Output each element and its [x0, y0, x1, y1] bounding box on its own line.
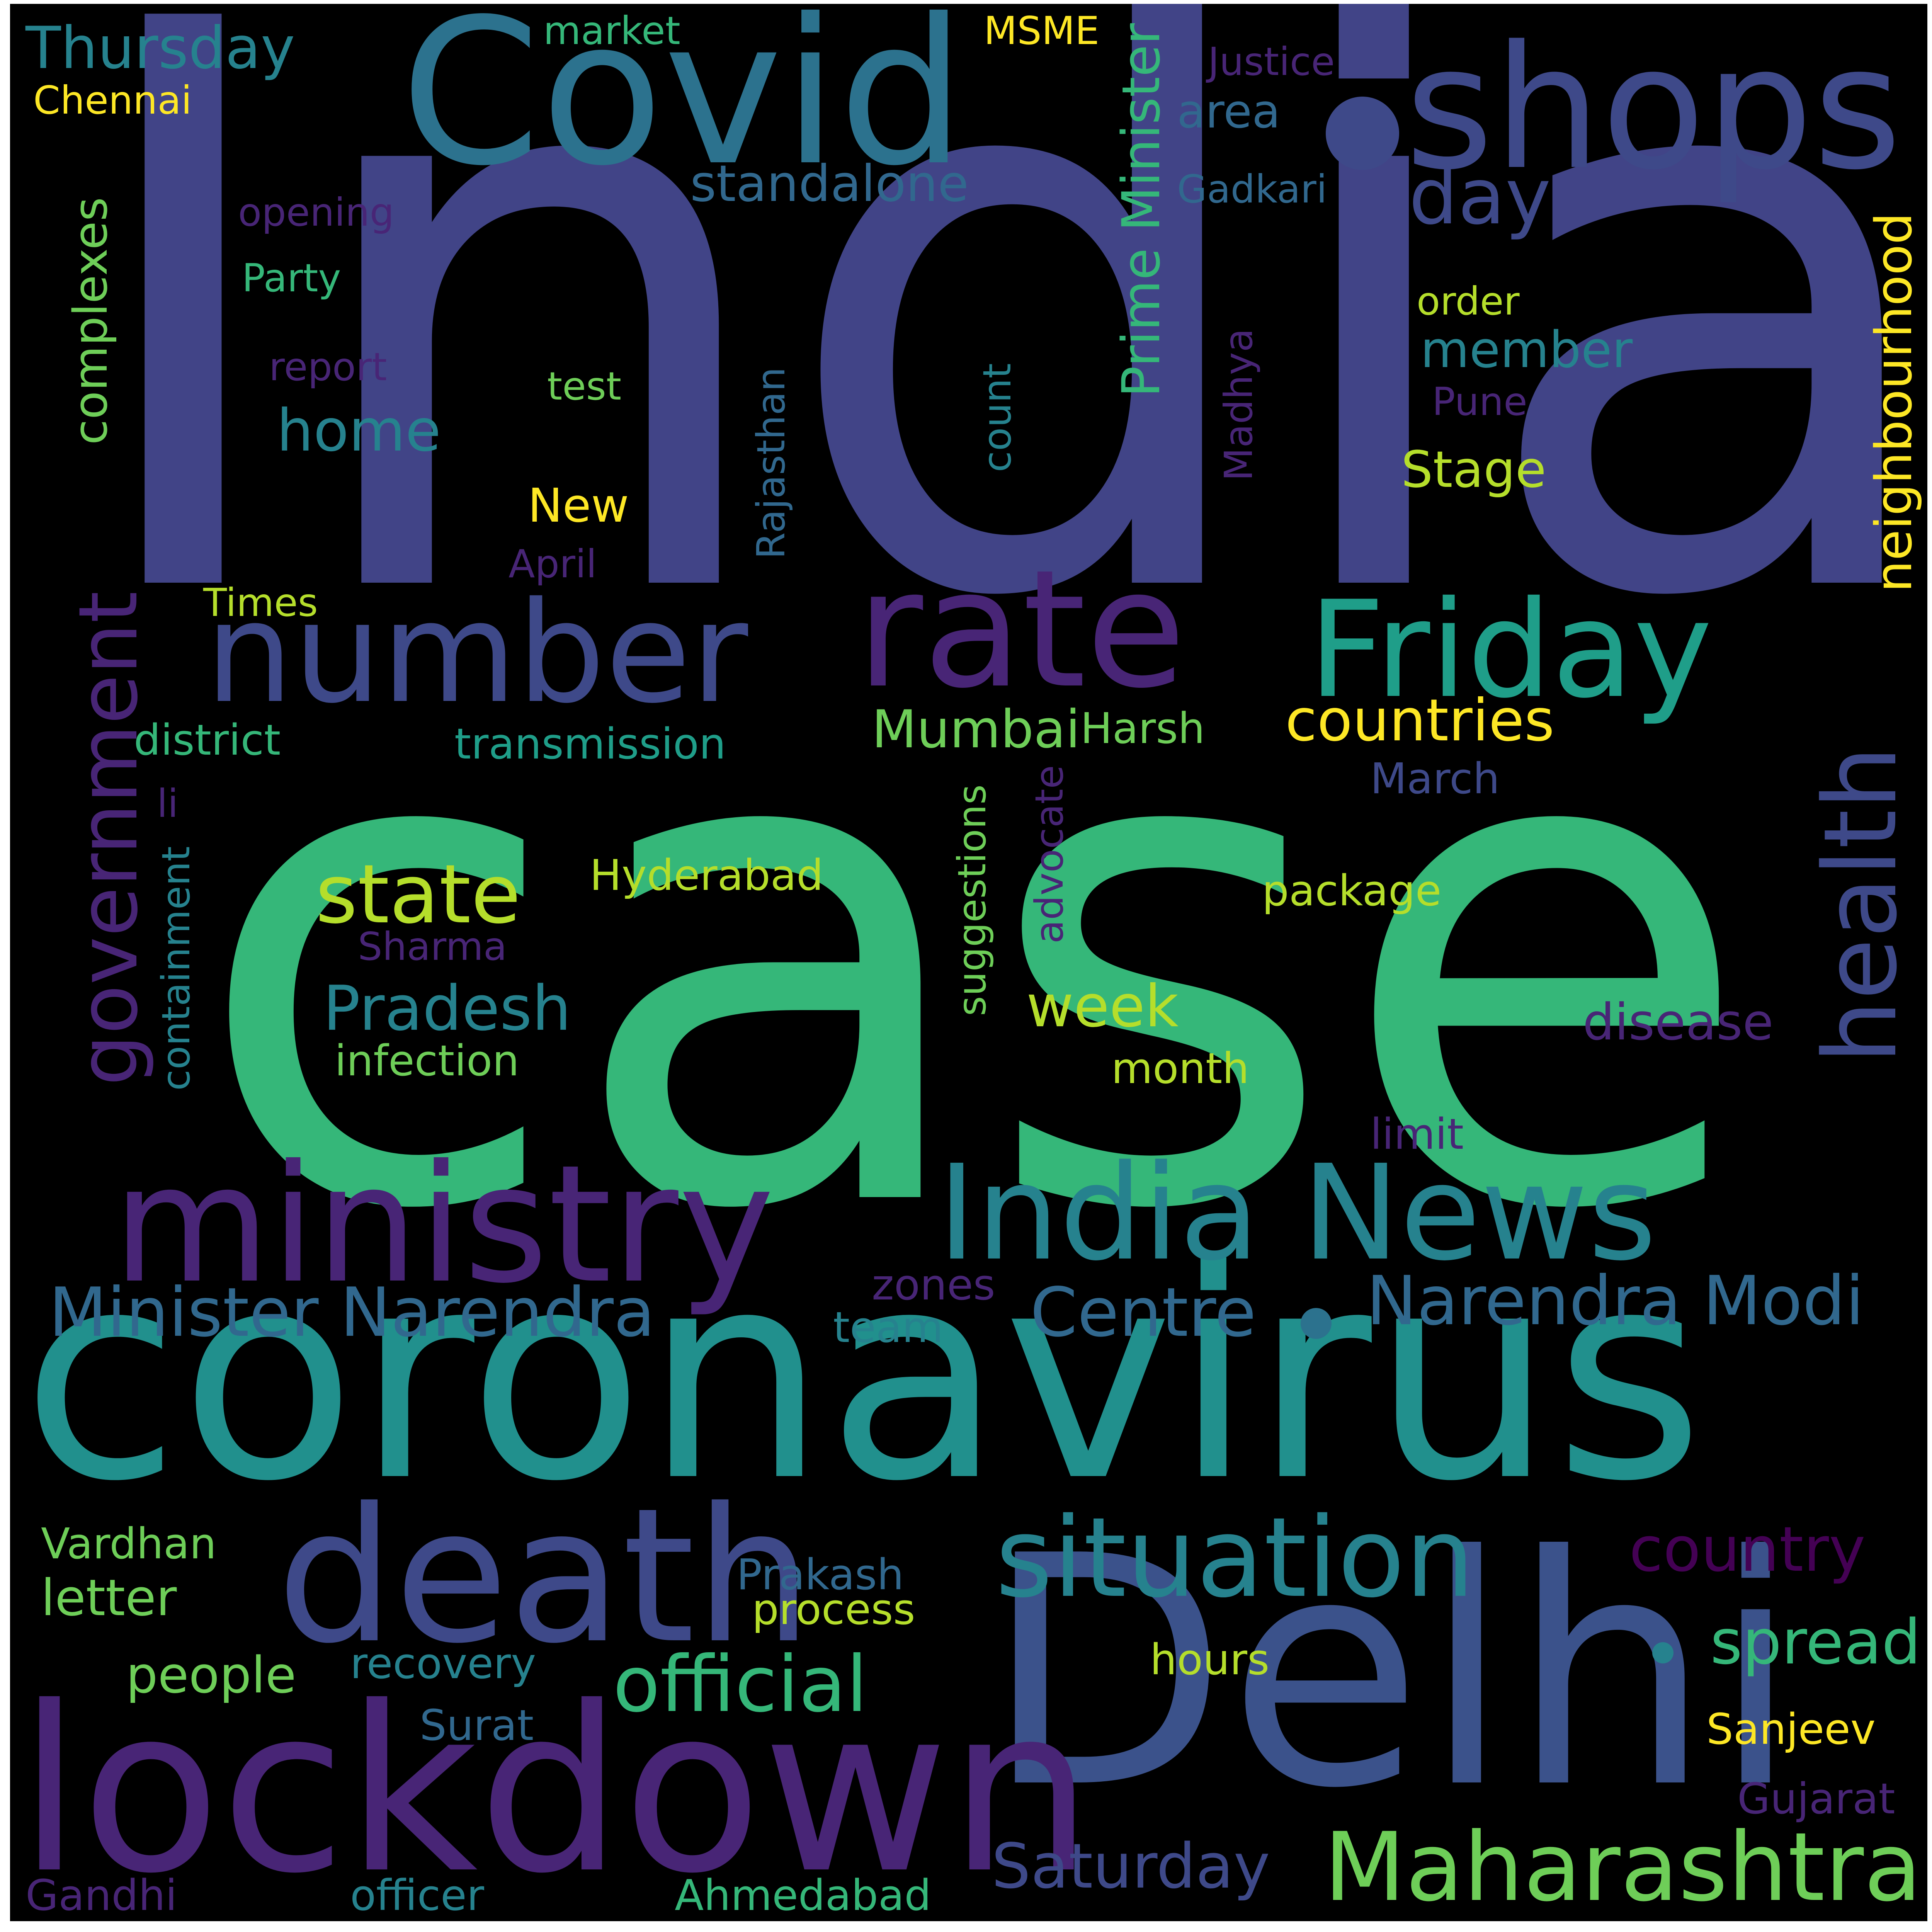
- word-ministry: ministry: [112, 1130, 775, 1319]
- word-centre: Centre: [1030, 1274, 1257, 1352]
- word-surat: Surat: [420, 1701, 534, 1750]
- word-containment: containment: [153, 846, 199, 1091]
- word-gujarat: Gujarat: [1737, 1774, 1895, 1823]
- word-number: number: [205, 572, 748, 734]
- word-ahmedabad: Ahmedabad: [675, 1871, 932, 1920]
- word-minister-narendra: Minister Narendra: [49, 1274, 655, 1352]
- word-narendra-modi: Narendra Modi: [1366, 1262, 1864, 1340]
- word-official: official: [613, 1639, 868, 1730]
- word-standalone: standalone: [690, 154, 969, 213]
- word-home: home: [277, 397, 441, 464]
- word-harsh: Harsh: [1080, 704, 1205, 753]
- dot-narendra-modi: [1301, 1308, 1332, 1339]
- word-transmission: transmission: [454, 719, 726, 769]
- word-sanjeev: Sanjeev: [1706, 1704, 1876, 1754]
- word-death: death: [277, 1468, 813, 1684]
- word-covid: Covid: [400, 4, 966, 210]
- word-march: March: [1370, 754, 1500, 803]
- word-count: count: [975, 363, 1020, 473]
- word-health: health: [1803, 746, 1919, 1064]
- word-test: test: [547, 364, 622, 409]
- word-advocate: advocate: [1027, 765, 1072, 944]
- word-sharma: Sharma: [358, 924, 507, 969]
- word-team: team: [833, 1303, 944, 1352]
- word-neighbourhood: neighbourhood: [1864, 213, 1923, 592]
- word-package: package: [1262, 866, 1442, 915]
- word-opening: opening: [238, 190, 395, 235]
- word-day: day: [1409, 152, 1551, 242]
- word-india-news: India News: [937, 1137, 1657, 1290]
- word-mumbai: Mumbai: [872, 699, 1080, 760]
- word-times: Times: [203, 580, 318, 625]
- word-disease: disease: [1583, 993, 1774, 1051]
- word-letter: letter: [41, 1568, 177, 1627]
- word-area: area: [1177, 85, 1281, 139]
- word-case: case: [192, 566, 1755, 1358]
- word-party: Party: [242, 255, 341, 301]
- dot-shops: [1326, 97, 1399, 170]
- word-vardhan: Vardhan: [41, 1519, 217, 1568]
- word-hyderabad: Hyderabad: [590, 850, 823, 900]
- word-complexes: complexes: [64, 197, 118, 445]
- word-madhya: Madhya: [1216, 328, 1261, 481]
- word-recovery: recovery: [350, 1639, 536, 1688]
- word-saturday: Saturday: [992, 1830, 1270, 1902]
- word-gandhi: Gandhi: [26, 1871, 177, 1920]
- word-maharashtra: Maharashtra: [1324, 1812, 1922, 1921]
- word-suggestions: suggestions: [949, 784, 995, 1016]
- word-process: process: [752, 1585, 915, 1634]
- word-countries: countries: [1285, 687, 1554, 754]
- word-state: state: [315, 847, 521, 942]
- word-country: country: [1629, 1513, 1866, 1585]
- word-thursday: Thursday: [26, 15, 295, 82]
- word-coronavirus: coronavirus: [22, 1209, 1704, 1544]
- word-prakash: Prakash: [736, 1550, 904, 1599]
- word-shops: shops: [1405, 9, 1902, 207]
- word-order: order: [1417, 279, 1520, 324]
- word-april: April: [509, 541, 597, 587]
- word-pradesh: Pradesh: [323, 972, 571, 1044]
- word-pune: Pune: [1432, 379, 1527, 424]
- word-people: people: [126, 1646, 296, 1704]
- word-msme: MSME: [984, 8, 1100, 53]
- word-new: New: [528, 479, 629, 533]
- word-spread: spread: [1710, 1606, 1921, 1678]
- word-stage: Stage: [1401, 440, 1546, 499]
- word-infection: infection: [335, 1036, 519, 1085]
- word-delhi: Delhi: [984, 1489, 1800, 1857]
- word-zones: zones: [872, 1260, 995, 1310]
- word-prime-minister: Prime Minister: [1111, 23, 1172, 398]
- word-li: li: [157, 781, 179, 826]
- word-india: India: [68, 4, 1927, 767]
- word-hours: hours: [1150, 1635, 1270, 1684]
- word-officer: officer: [350, 1871, 485, 1920]
- word-chennai: Chennai: [33, 78, 192, 123]
- word-limit: limit: [1370, 1109, 1464, 1159]
- word-rajasthan: Rajasthan: [748, 367, 794, 559]
- word-member: member: [1420, 320, 1633, 379]
- word-report: report: [269, 344, 387, 389]
- word-gadkari: Gadkari: [1177, 167, 1327, 212]
- word-situation: situation: [995, 1494, 1475, 1622]
- word-rate: rate: [856, 535, 1186, 724]
- word-district: district: [134, 715, 281, 765]
- word-friday: Friday: [1308, 573, 1713, 728]
- dot-spread: [1652, 1642, 1673, 1663]
- word-week: week: [1026, 973, 1179, 1040]
- word-justice: Justice: [1208, 39, 1335, 84]
- word-market: market: [543, 8, 680, 53]
- word-cloud: India case coronavirus Covid shops Delhi…: [10, 4, 1927, 1921]
- word-government: government: [61, 591, 156, 1086]
- word-lockdown: lockdown: [18, 1658, 1093, 1921]
- word-month: month: [1111, 1044, 1250, 1093]
